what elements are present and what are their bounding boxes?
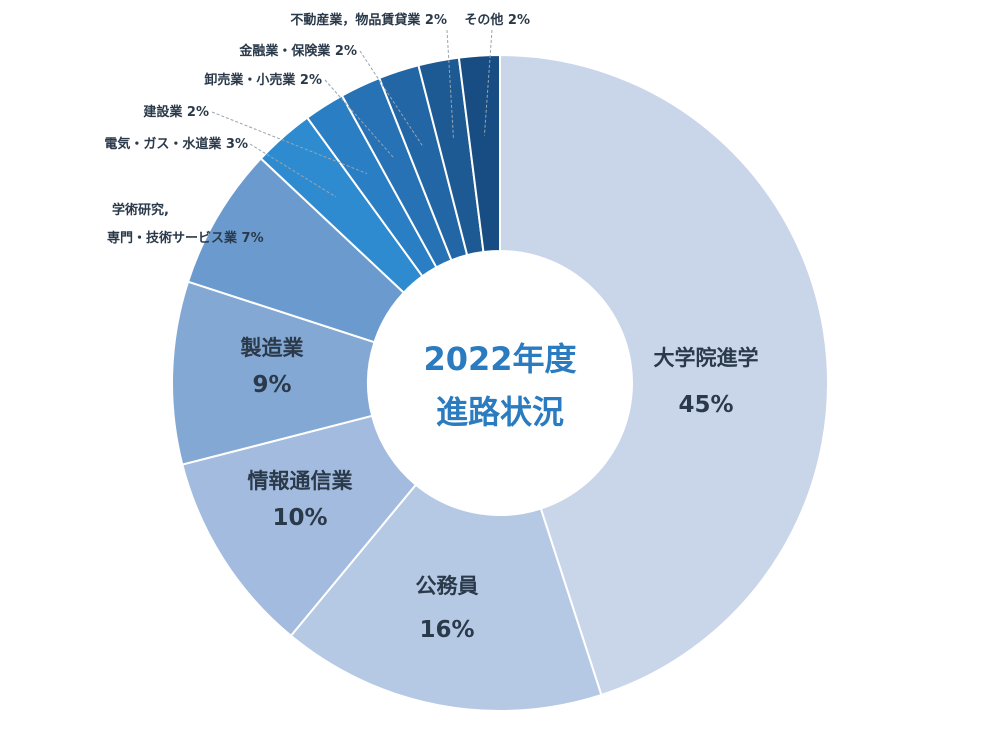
slice-value-2: 10%	[272, 505, 327, 531]
slice-label-1: 公務員	[416, 574, 479, 598]
leader-6	[211, 111, 368, 175]
slice-0	[499, 53, 829, 697]
leader-lines	[211, 29, 493, 198]
donut-slices	[171, 53, 829, 712]
slice-label-2: 情報通信業	[248, 469, 354, 493]
slice-2	[181, 414, 418, 638]
leader-8	[359, 50, 424, 148]
slice-label-9: 不動産業，物品賃貸業 2%	[290, 12, 447, 28]
slice-1	[289, 483, 603, 712]
slice-10	[457, 53, 501, 254]
slice-value-3: 9%	[252, 372, 291, 398]
slice-3	[171, 280, 376, 466]
slice-labels: 大学院進学 45% 公務員 16% 情報通信業 10% 製造業 9% 学術研究, 専門・技術サービ…	[104, 12, 758, 643]
slice-value-1: 16%	[419, 617, 474, 643]
slice-label-3: 製造業	[240, 336, 305, 360]
slice-label-5: 電気・ガス・水道業 3%	[104, 136, 248, 152]
leader-9	[446, 29, 455, 140]
leader-5	[249, 143, 337, 198]
slice-label-8: 金融業・保険業 2%	[238, 43, 357, 59]
slice-label-0: 大学院進学	[654, 346, 759, 370]
chart-title-line-2: 進路状況	[436, 393, 564, 431]
slice-label-6: 建設業 2%	[143, 104, 209, 120]
slice-label-10: その他 2%	[464, 12, 530, 28]
chart-title-line-1: 2022年度	[423, 340, 576, 378]
slice-label-4: 学術研究,	[112, 202, 169, 218]
slice-value-0: 45%	[678, 392, 733, 418]
leader-7	[324, 79, 395, 159]
slice-value-4: 専門・技術サービス業 7%	[107, 230, 264, 246]
slice-label-7: 卸売業・小売業 2%	[204, 72, 322, 88]
leader-10	[483, 29, 493, 136]
